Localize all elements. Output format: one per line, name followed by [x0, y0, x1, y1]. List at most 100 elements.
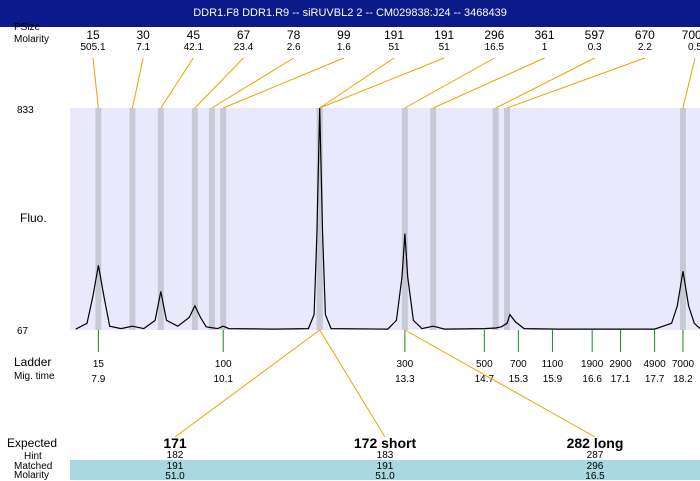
- ladder-time-label: 15.9: [543, 374, 563, 385]
- ladder-size-label: 1100: [542, 359, 564, 370]
- peak-connector: [433, 57, 545, 109]
- peak-band: [316, 108, 323, 330]
- peak-size-label: 67: [237, 28, 251, 42]
- peak-size-label: 15: [86, 28, 100, 42]
- peak-band: [492, 108, 499, 330]
- ladder-time-label: 7.9: [91, 374, 105, 385]
- peak-size-label: 99: [337, 28, 351, 42]
- ladder-size-label: 700: [510, 359, 527, 370]
- peak-band: [157, 108, 164, 330]
- peak-molarity-label: 16.5: [485, 42, 505, 53]
- peak-connector: [194, 57, 244, 109]
- matched-molarity-value: 16.5: [585, 471, 605, 480]
- hint-value: 183: [377, 450, 394, 461]
- peak-connector: [160, 57, 194, 109]
- molarity-header: Molarity: [14, 34, 50, 45]
- peak-connector: [92, 57, 99, 109]
- peak-molarity-label: 0.5: [688, 42, 700, 53]
- ladder-time-label: 13.3: [395, 374, 415, 385]
- psize-header: PSize: [14, 22, 41, 33]
- peak-molarity-label: 1: [542, 42, 548, 53]
- plot-area: [70, 108, 700, 330]
- peak-size-label: 30: [136, 28, 150, 42]
- ladder-time-label: 16.6: [582, 374, 602, 385]
- peak-molarity-label: 2.6: [287, 42, 301, 53]
- ladder-size-label: 15: [93, 359, 105, 370]
- peak-size-label: 597: [585, 28, 605, 42]
- ladder-size-label: 100: [215, 359, 232, 370]
- peak-molarity-label: 51: [388, 42, 400, 53]
- peak-connector: [506, 57, 646, 109]
- ladder-size-label: 300: [397, 359, 414, 370]
- y-tick-label: 833: [17, 105, 34, 116]
- peak-size-label: 7000: [682, 28, 700, 42]
- ladder-time-label: 17.7: [645, 374, 665, 385]
- trace-line: [75, 107, 700, 330]
- hint-header: Hint: [24, 451, 42, 462]
- peak-connector: [319, 57, 445, 109]
- peak-molarity-label: 42.1: [184, 42, 204, 53]
- matched-molarity-value: 51.0: [375, 471, 395, 480]
- peak-band: [220, 108, 227, 330]
- expected-label: 282 long: [567, 435, 624, 451]
- peak-size-label: 296: [484, 28, 504, 42]
- peak-molarity-label: 0.3: [588, 42, 602, 53]
- ladder-time-label: 14.7: [475, 374, 495, 385]
- peak-size-label: 670: [635, 28, 655, 42]
- peak-size-label: 191: [384, 28, 404, 42]
- peak-band: [430, 108, 437, 330]
- molarity2-header: Molarity: [14, 470, 50, 481]
- peak-molarity-label: 2.2: [638, 42, 652, 53]
- expected-label: 171: [163, 435, 187, 451]
- ladder-time-label: 17.1: [611, 374, 631, 385]
- peak-molarity-label: 7.1: [136, 42, 150, 53]
- expected-connector: [319, 329, 386, 438]
- peak-connector: [682, 57, 696, 109]
- peak-band: [679, 108, 686, 330]
- ladder-time-label: 15.3: [509, 374, 529, 385]
- ladder-size-label: 7000: [672, 359, 695, 370]
- ladder-size-label: 500: [476, 359, 493, 370]
- peak-band: [504, 108, 511, 330]
- expected-label: 172 short: [354, 435, 417, 451]
- matched-value: 191: [167, 461, 184, 472]
- expected-connector: [174, 329, 321, 438]
- peak-band: [129, 108, 136, 330]
- matched-value: 296: [587, 461, 604, 472]
- peak-molarity-label: 23.4: [234, 42, 254, 53]
- expected-header: Expected: [7, 436, 58, 450]
- title-bar: DDR1.F8 DDR1.R9 -- siRUVBL2 2 -- CM02983…: [0, 0, 700, 27]
- peak-connector: [211, 57, 294, 109]
- ladder-header: Ladder: [14, 355, 52, 369]
- matched-header: Matched: [14, 461, 53, 472]
- peak-connector: [495, 57, 595, 109]
- ladder-size-label: 1900: [581, 359, 604, 370]
- peak-band: [401, 108, 408, 330]
- matched-molarity-value: 51.0: [165, 471, 185, 480]
- matched-band: [70, 460, 700, 480]
- mig-time-header: Mig. time: [14, 371, 55, 382]
- ladder-size-label: 2900: [609, 359, 632, 370]
- peak-molarity-label: 51: [439, 42, 451, 53]
- peak-connector: [404, 57, 495, 109]
- y-tick-label: 67: [17, 326, 29, 337]
- matched-value: 191: [377, 461, 394, 472]
- expected-connector: [404, 329, 596, 438]
- hint-value: 287: [587, 450, 604, 461]
- peak-band: [208, 108, 215, 330]
- hint-value: 182: [167, 450, 184, 461]
- peak-connector: [319, 57, 395, 109]
- ladder-size-label: 4900: [643, 359, 666, 370]
- fluo-axis-label: Fluo.: [20, 211, 47, 225]
- peak-size-label: 361: [534, 28, 554, 42]
- peak-size-label: 191: [434, 28, 454, 42]
- peak-molarity-label: 505.1: [80, 42, 105, 53]
- peak-band: [191, 108, 198, 330]
- peak-size-label: 78: [287, 28, 301, 42]
- ladder-time-label: 18.2: [673, 374, 693, 385]
- peak-molarity-label: 1.6: [337, 42, 351, 53]
- peak-size-label: 45: [187, 28, 201, 42]
- peak-band: [95, 108, 102, 330]
- peak-connector: [223, 57, 345, 109]
